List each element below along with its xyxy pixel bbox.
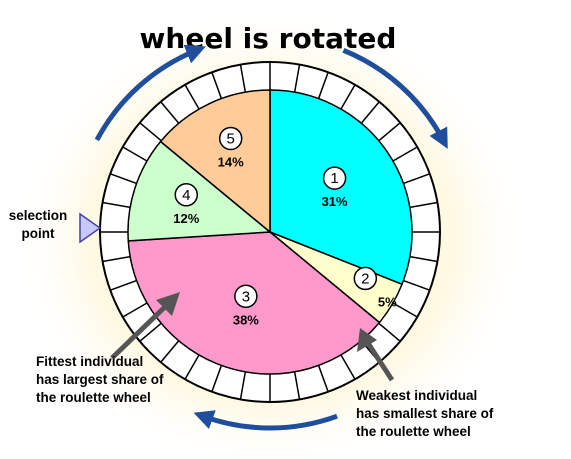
- rotation-arrows: [94, 44, 448, 431]
- fittest-note-line3: the roulette wheel: [36, 390, 151, 405]
- ring-slot-divider: [403, 173, 431, 185]
- segment-2-number-circle: [353, 266, 378, 291]
- ring-slot-divider: [102, 255, 131, 263]
- fittest-callout-arrow: [110, 292, 180, 360]
- wheel-segments: [127, 89, 413, 375]
- ring-slot-divider: [122, 302, 148, 318]
- rotation-arrow-bottom: [193, 410, 338, 431]
- ring-slot-divider: [317, 71, 329, 99]
- ring-slot-divider: [293, 64, 301, 93]
- segment-2-number: 2: [361, 270, 369, 287]
- ring-slot-divider: [160, 101, 180, 124]
- segment-3-number: 3: [242, 288, 250, 305]
- segment-labels: 1 31% 2 5% 3 38% 4 12% 5 14%: [173, 126, 397, 327]
- segment-1-number-circle: [322, 166, 347, 190]
- segment-4-number-circle: [174, 183, 199, 207]
- ring-slot-divider: [211, 71, 223, 99]
- segment-5-number-circle: [218, 126, 243, 151]
- ring-slot-divider: [403, 279, 431, 291]
- segment-4-slice: [127, 140, 272, 242]
- ring-slot-divider: [340, 84, 356, 110]
- ring-slot-divider: [109, 279, 137, 291]
- ring-slot-divider: [378, 322, 401, 342]
- ring-slot-divider: [102, 201, 131, 209]
- segment-1-number: 1: [330, 170, 338, 187]
- selection-label-line1: selection: [9, 208, 68, 223]
- ring-slot-divider: [293, 371, 301, 400]
- selection-pointer: [79, 212, 102, 244]
- ring-slot-divider: [340, 354, 356, 380]
- fittest-note-line2: has largest share of: [36, 372, 164, 387]
- ring-slot-divider: [392, 302, 418, 318]
- ring-slot-divider: [378, 122, 401, 142]
- ring-slot-divider: [360, 101, 380, 124]
- diagram-title: wheel is rotated: [140, 22, 397, 55]
- selection-label-line2: point: [22, 226, 55, 241]
- ring-slot-divider: [122, 146, 148, 162]
- segment-4-percent: 12%: [173, 211, 199, 226]
- ring-slot-divider: [239, 64, 247, 93]
- ring-slot-divider: [139, 322, 162, 342]
- ring-slot-divider: [184, 84, 200, 110]
- weakest-note-line1: Weakest individual: [356, 388, 477, 403]
- segment-2-percent: 5%: [378, 294, 397, 309]
- ring-slot-divider: [211, 365, 223, 393]
- fittest-note-line1: Fittest individual: [36, 354, 143, 369]
- segment-4-number: 4: [182, 187, 190, 204]
- ring-slot-divider: [409, 255, 438, 263]
- segment-5-percent: 14%: [218, 154, 244, 169]
- ring-slot-divider: [392, 146, 418, 162]
- segment-5-slice: [159, 89, 271, 234]
- ring-slot-divider: [184, 354, 200, 380]
- ring-slot-divider: [317, 365, 329, 393]
- ring-slot-divider: [160, 340, 180, 363]
- segment-3-percent: 38%: [233, 312, 259, 327]
- weakest-callout-arrow: [357, 328, 395, 382]
- rotation-arrow-top-left: [94, 44, 206, 142]
- segment-5-number: 5: [227, 130, 235, 147]
- ring-slot-divider: [109, 173, 137, 185]
- weakest-note-line3: the roulette wheel: [356, 424, 471, 439]
- ring-slot-divider: [239, 371, 247, 400]
- ring-slot-divider: [139, 122, 162, 142]
- weakest-note-line2: has smallest share of: [356, 406, 494, 421]
- segment-3-number-circle: [234, 284, 258, 309]
- rotation-arrow-top-right: [342, 47, 448, 149]
- segment-1-percent: 31%: [322, 194, 348, 209]
- ring-slot-divider: [409, 201, 438, 209]
